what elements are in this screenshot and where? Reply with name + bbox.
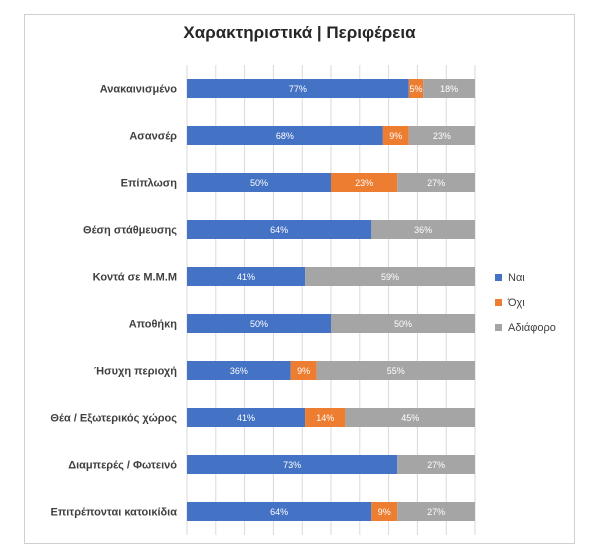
bar-yes xyxy=(187,220,372,239)
bar-no xyxy=(408,79,424,98)
bar-yes xyxy=(187,173,331,192)
bar-indifferent xyxy=(408,126,475,145)
data-label-yes: 50% xyxy=(250,319,268,329)
data-label-indifferent: 50% xyxy=(394,319,412,329)
data-label-yes: 73% xyxy=(283,460,301,470)
data-label-no: 9% xyxy=(389,131,402,141)
data-label-yes: 36% xyxy=(230,366,248,376)
category-label: Θέση στάθμευσης xyxy=(83,225,177,237)
data-label-indifferent: 18% xyxy=(440,84,458,94)
chart-plot: Ανακαινισμένο 77% 5% 18% Ασανσέρ 68% 9% 23% Επίπ… xyxy=(50,65,476,535)
chart-frame: Χαρακτηριστικά | Περιφέρεια Ανακαινισμέν… xyxy=(24,14,575,544)
bar-indifferent xyxy=(305,267,475,286)
bar-yes xyxy=(187,314,331,333)
bar-yes xyxy=(187,79,409,98)
category-label: Επιτρέπονται κατοικίδια xyxy=(50,507,177,519)
legend-item-no: Όχι xyxy=(495,290,556,315)
category-label: Θέα / Εξωτερικός χώρος xyxy=(50,413,177,425)
bar-yes xyxy=(187,361,291,380)
data-label-no: 23% xyxy=(355,178,373,188)
legend-label-indifferent: Αδιάφορο xyxy=(508,321,556,334)
bar-indifferent xyxy=(371,220,475,239)
bar-no xyxy=(371,502,398,521)
category-label: Διαμπερές / Φωτεινό xyxy=(68,460,177,472)
bar-indifferent xyxy=(397,455,475,474)
category-label: Αποθήκη xyxy=(129,319,178,331)
bar-yes xyxy=(187,502,372,521)
data-label-indifferent: 55% xyxy=(387,366,405,376)
category-label: Ασανσέρ xyxy=(129,131,177,143)
legend-swatch-no xyxy=(495,299,502,306)
data-label-yes: 77% xyxy=(289,84,307,94)
data-label-indifferent: 59% xyxy=(381,272,399,282)
bar-indifferent xyxy=(345,408,475,427)
category-label: Επίπλωση xyxy=(121,178,178,190)
legend-swatch-yes xyxy=(495,274,502,281)
data-label-yes: 41% xyxy=(237,272,255,282)
bar-indifferent xyxy=(397,502,475,521)
bar-no xyxy=(331,173,398,192)
bar-yes xyxy=(187,408,306,427)
category-label: Κοντά σε Μ.Μ.Μ xyxy=(93,272,177,284)
legend-label-no: Όχι xyxy=(508,296,525,309)
bar-indifferent xyxy=(423,79,475,98)
data-label-yes: 64% xyxy=(270,225,288,235)
legend: Ναι Όχι Αδιάφορο xyxy=(495,265,556,340)
bar-yes xyxy=(187,455,398,474)
legend-item-indifferent: Αδιάφορο xyxy=(495,315,556,340)
data-label-no: 14% xyxy=(316,413,334,423)
data-label-yes: 64% xyxy=(270,507,288,517)
data-label-indifferent: 27% xyxy=(427,507,445,517)
bar-indifferent xyxy=(397,173,475,192)
category-label: Ανακαινισμένο xyxy=(100,84,178,96)
bar-no xyxy=(305,408,346,427)
bar-no xyxy=(290,361,317,380)
data-label-no: 9% xyxy=(297,366,310,376)
data-label-yes: 68% xyxy=(276,131,294,141)
data-label-no: 5% xyxy=(409,84,422,94)
data-label-indifferent: 27% xyxy=(427,178,445,188)
bar-indifferent xyxy=(316,361,475,380)
bar-yes xyxy=(187,267,306,286)
data-label-indifferent: 27% xyxy=(427,460,445,470)
data-label-yes: 41% xyxy=(237,413,255,423)
bar-no xyxy=(382,126,409,145)
category-label: Ήσυχη περιοχή xyxy=(94,366,177,378)
bar-indifferent xyxy=(331,314,475,333)
data-label-indifferent: 23% xyxy=(433,131,451,141)
legend-label-yes: Ναι xyxy=(508,271,525,284)
legend-item-yes: Ναι xyxy=(495,265,556,290)
data-label-yes: 50% xyxy=(250,178,268,188)
legend-swatch-indifferent xyxy=(495,324,502,331)
data-label-indifferent: 45% xyxy=(401,413,419,423)
data-label-no: 9% xyxy=(378,507,391,517)
bar-yes xyxy=(187,126,383,145)
chart-title: Χαρακτηριστικά | Περιφέρεια xyxy=(183,23,416,42)
data-label-indifferent: 36% xyxy=(414,225,432,235)
